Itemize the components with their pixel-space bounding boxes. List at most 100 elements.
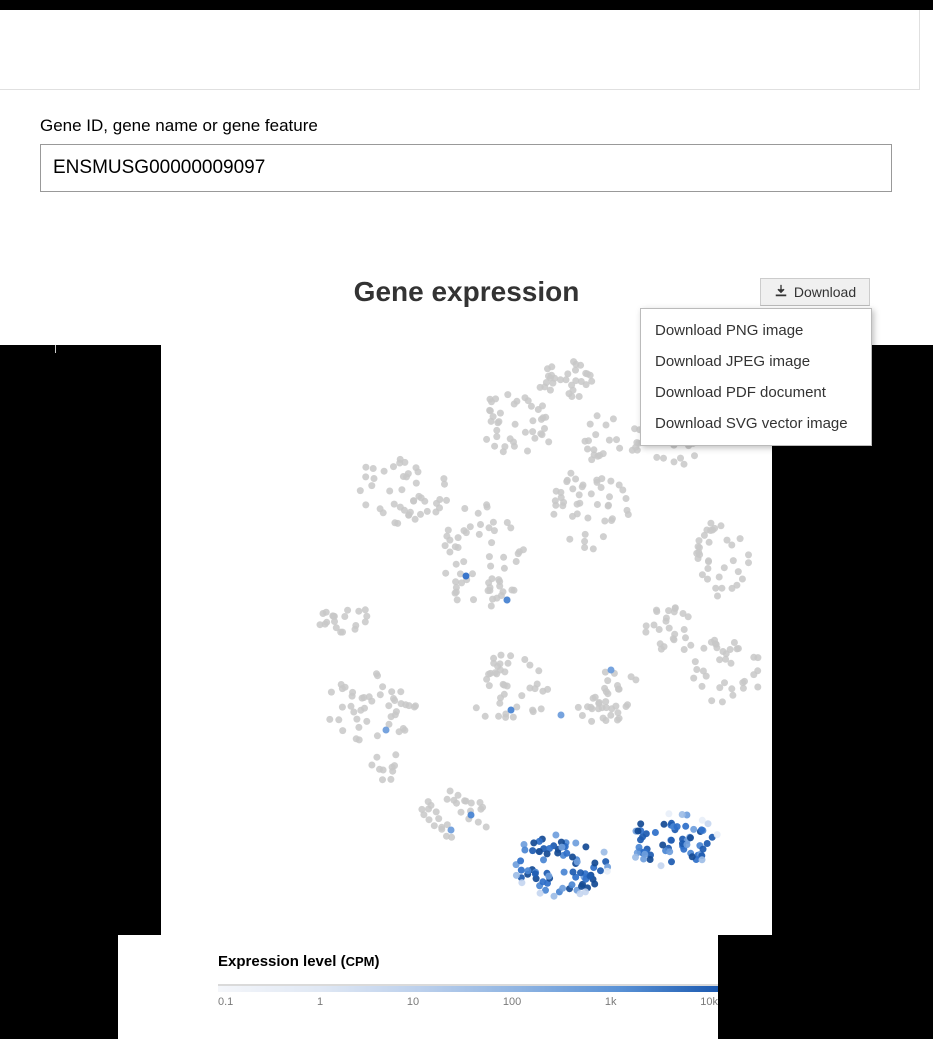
download-menu-item[interactable]: Download JPEG image: [641, 346, 871, 377]
scatter-point[interactable]: [388, 688, 395, 695]
scatter-point[interactable]: [701, 532, 708, 539]
scatter-point[interactable]: [488, 539, 495, 546]
scatter-point[interactable]: [724, 537, 731, 544]
scatter-point[interactable]: [508, 707, 515, 714]
scatter-point[interactable]: [461, 505, 468, 512]
scatter-point[interactable]: [515, 550, 522, 557]
scatter-point[interactable]: [392, 751, 399, 758]
scatter-point[interactable]: [544, 686, 551, 693]
scatter-point[interactable]: [716, 574, 723, 581]
scatter-point[interactable]: [415, 468, 422, 475]
scatter-point[interactable]: [661, 821, 668, 828]
scatter-point[interactable]: [467, 523, 474, 530]
scatter-point[interactable]: [660, 455, 667, 462]
scatter-point[interactable]: [483, 824, 490, 831]
scatter-point[interactable]: [541, 425, 548, 432]
scatter-point[interactable]: [681, 626, 688, 633]
scatter-point[interactable]: [524, 867, 531, 874]
scatter-point[interactable]: [576, 500, 583, 507]
scatter-point[interactable]: [357, 707, 364, 714]
scatter-point[interactable]: [373, 754, 380, 761]
scatter-point[interactable]: [592, 431, 599, 438]
scatter-point[interactable]: [387, 776, 394, 783]
scatter-point[interactable]: [483, 501, 490, 508]
scatter-point[interactable]: [689, 853, 696, 860]
scatter-point[interactable]: [558, 712, 565, 719]
scatter-point[interactable]: [643, 622, 650, 629]
scatter-point[interactable]: [616, 715, 623, 722]
scatter-point[interactable]: [493, 427, 500, 434]
scatter-point[interactable]: [510, 714, 517, 721]
scatter-point[interactable]: [677, 455, 684, 462]
scatter-point[interactable]: [745, 551, 752, 558]
scatter-point[interactable]: [632, 854, 639, 861]
scatter-point[interactable]: [601, 685, 608, 692]
scatter-point[interactable]: [598, 475, 605, 482]
scatter-point[interactable]: [370, 465, 377, 472]
scatter-point[interactable]: [415, 493, 422, 500]
scatter-point[interactable]: [371, 475, 378, 482]
scatter-point[interactable]: [739, 576, 746, 583]
scatter-point[interactable]: [529, 428, 536, 435]
scatter-point[interactable]: [553, 488, 560, 495]
scatter-point[interactable]: [530, 839, 537, 846]
scatter-point[interactable]: [707, 520, 714, 527]
scatter-point[interactable]: [507, 652, 514, 659]
scatter-point[interactable]: [561, 869, 568, 876]
scatter-point[interactable]: [603, 422, 610, 429]
scatter-point[interactable]: [526, 662, 533, 669]
scatter-point[interactable]: [608, 667, 615, 674]
scatter-point[interactable]: [637, 836, 644, 843]
scatter-point[interactable]: [518, 879, 525, 886]
scatter-point[interactable]: [569, 485, 576, 492]
scatter-point[interactable]: [610, 415, 617, 422]
scatter-point[interactable]: [531, 435, 538, 442]
scatter-point[interactable]: [716, 684, 723, 691]
scatter-point[interactable]: [363, 718, 370, 725]
scatter-point[interactable]: [668, 858, 675, 865]
scatter-point[interactable]: [734, 645, 741, 652]
scatter-point[interactable]: [601, 849, 608, 856]
scatter-point[interactable]: [731, 639, 738, 646]
scatter-point[interactable]: [490, 519, 497, 526]
scatter-point[interactable]: [469, 570, 476, 577]
scatter-point[interactable]: [588, 490, 595, 497]
scatter-point[interactable]: [577, 362, 584, 369]
scatter-point[interactable]: [587, 873, 594, 880]
scatter-point[interactable]: [339, 727, 346, 734]
scatter-point[interactable]: [488, 418, 495, 425]
scatter-point[interactable]: [613, 436, 620, 443]
scatter-point[interactable]: [362, 501, 369, 508]
scatter-point[interactable]: [739, 679, 746, 686]
scatter-point[interactable]: [342, 684, 349, 691]
scatter-point[interactable]: [552, 502, 559, 509]
scatter-point[interactable]: [681, 461, 688, 468]
scatter-point[interactable]: [539, 878, 546, 885]
scatter-point[interactable]: [590, 446, 597, 453]
scatter-point[interactable]: [461, 527, 468, 534]
scatter-point[interactable]: [588, 718, 595, 725]
scatter-point[interactable]: [704, 576, 711, 583]
scatter-point[interactable]: [745, 559, 752, 566]
scatter-point[interactable]: [392, 711, 399, 718]
scatter-point[interactable]: [652, 829, 659, 836]
scatter-point[interactable]: [570, 387, 577, 394]
scatter-point[interactable]: [569, 881, 576, 888]
scatter-point[interactable]: [518, 867, 525, 874]
scatter-point[interactable]: [349, 689, 356, 696]
scatter-point[interactable]: [497, 660, 504, 667]
scatter-point[interactable]: [344, 607, 351, 614]
scatter-point[interactable]: [500, 554, 507, 561]
scatter-point[interactable]: [659, 842, 666, 849]
scatter-point[interactable]: [569, 513, 576, 520]
scatter-point[interactable]: [497, 410, 504, 417]
scatter-point[interactable]: [696, 537, 703, 544]
scatter-point[interactable]: [535, 406, 542, 413]
scatter-point[interactable]: [498, 592, 505, 599]
scatter-point[interactable]: [578, 378, 585, 385]
scatter-point[interactable]: [537, 890, 544, 897]
scatter-point[interactable]: [530, 708, 537, 715]
scatter-point[interactable]: [729, 692, 736, 699]
scatter-point[interactable]: [495, 713, 502, 720]
scatter-point[interactable]: [394, 520, 401, 527]
